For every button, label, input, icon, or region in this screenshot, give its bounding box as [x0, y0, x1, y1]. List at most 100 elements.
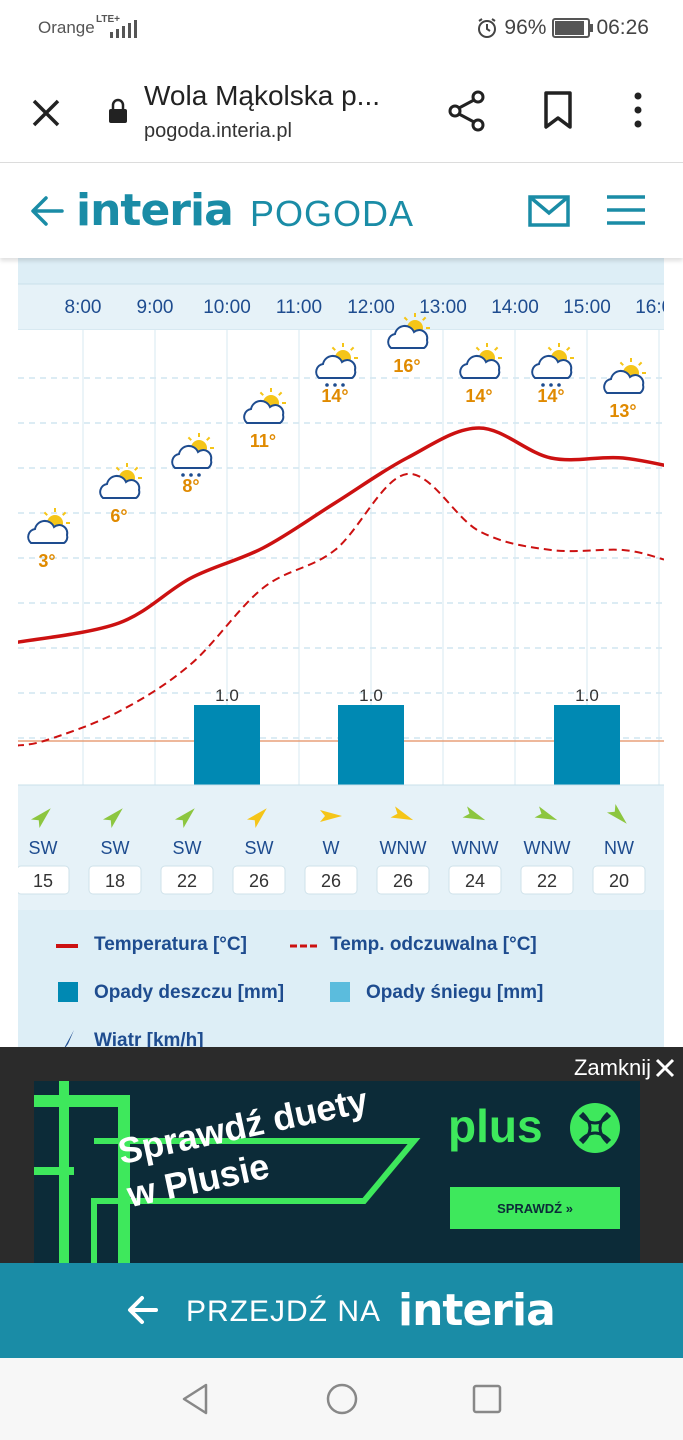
mail-icon[interactable] — [528, 195, 570, 227]
sun-ray — [62, 511, 67, 516]
battery-percent: 96% — [504, 16, 547, 39]
time-label: 9:00 — [137, 297, 174, 318]
cloud-shape — [99, 474, 141, 499]
temp-label: 14° — [465, 386, 492, 406]
wind-speed-box — [232, 865, 286, 895]
arrow-left-icon — [128, 1296, 158, 1324]
wind-arrow-icon — [246, 808, 267, 829]
precip-label: 1.0 — [359, 686, 383, 705]
time-label: 16:00 — [635, 297, 664, 318]
wind-direction: SW — [101, 838, 130, 858]
legend-wind: Wiatr [km/h] — [94, 1030, 204, 1051]
close-tab-icon[interactable] — [26, 93, 66, 133]
temp-label: 6° — [110, 506, 127, 526]
android-nav-bar — [0, 1358, 683, 1440]
wind-direction: SW — [245, 838, 274, 858]
ad-stripes-graphic — [34, 1081, 421, 1263]
wind-speed: 20 — [609, 871, 629, 891]
rain-drop — [541, 383, 545, 387]
snow-legend-swatch — [330, 982, 350, 1002]
nav-back-icon[interactable] — [180, 1382, 210, 1416]
rain-drop — [557, 383, 561, 387]
wind-direction: SW — [29, 838, 58, 858]
ad-banner[interactable]: Sprawdź duety w Plusie plus SPRAWDŹ » — [34, 1081, 640, 1263]
sun-cloud-icon — [27, 508, 70, 544]
cloud-shape — [243, 399, 285, 424]
page-title[interactable]: Wola Mąkolska p... — [144, 80, 381, 111]
rain-drop — [341, 383, 345, 387]
sun-cloud-icon — [459, 343, 502, 379]
status-bar: Orange LTE+ 96% 06:26 — [0, 0, 683, 58]
interia-bottom-logo: interia — [398, 1285, 556, 1336]
sun-ray — [638, 361, 643, 366]
temp-legend-swatch — [56, 944, 78, 948]
browser-toolbar: Wola Mąkolska p... pogoda.interia.pl — [0, 58, 683, 163]
battery-icon — [552, 18, 594, 38]
wind-direction: SW — [173, 838, 202, 858]
sun-ray — [403, 316, 408, 321]
go-to-label: PRZEJDŹ NA — [186, 1295, 382, 1328]
go-to-interia-bar[interactable]: PRZEJDŹ NA interia — [0, 1263, 683, 1358]
plus-logo-icon — [570, 1103, 620, 1153]
legend-temp: Temperatura [°C] — [94, 934, 247, 955]
wind-speed: 24 — [465, 871, 485, 891]
time-label: 10:00 — [203, 297, 251, 318]
temp-label: 11° — [250, 431, 276, 451]
chart-top-band — [18, 258, 664, 284]
site-header: interia POGODA — [0, 163, 683, 258]
sun-ray — [422, 316, 427, 321]
section-name: POGODA — [250, 193, 415, 234]
legend-feels: Temp. odczuwalna [°C] — [330, 934, 537, 955]
feels-like-line — [18, 472, 664, 747]
sun-ray — [115, 466, 120, 471]
page-url[interactable]: pogoda.interia.pl — [144, 120, 292, 142]
wind-arrow-icon — [534, 806, 558, 821]
lock-icon — [109, 98, 127, 123]
precip-bar — [194, 705, 260, 785]
rain-drop — [181, 473, 185, 477]
wind-speed-box — [160, 865, 214, 895]
share-icon[interactable] — [448, 90, 486, 132]
ad-close-label: Zamknij — [573, 1055, 651, 1080]
temp-label: 13° — [609, 401, 636, 421]
wind-direction: WNW — [524, 838, 571, 858]
hamburger-menu-icon[interactable] — [606, 193, 646, 227]
wind-speed: 26 — [249, 871, 269, 891]
wind-arrow-icon — [102, 808, 123, 829]
cloud-shape — [459, 354, 501, 379]
wind-speed: 15 — [33, 871, 53, 891]
precip-label: 1.0 — [215, 686, 239, 705]
temp-label: 14° — [537, 386, 564, 406]
nav-home-icon[interactable] — [325, 1382, 359, 1416]
cloud-shape — [531, 354, 573, 379]
interia-logo[interactable]: interia — [76, 185, 234, 236]
bookmark-icon[interactable] — [542, 90, 574, 130]
temp-label: 3° — [38, 551, 55, 571]
legend-rain: Opady deszczu [mm] — [94, 982, 285, 1003]
ad-overlay: Zamknij Sprawdź duety w Plusie plus SPRA… — [0, 1047, 683, 1263]
nav-recent-apps-icon[interactable] — [472, 1384, 502, 1414]
rain-drop — [197, 473, 201, 477]
sun-ray — [547, 346, 552, 351]
sun-ray — [566, 346, 571, 351]
wind-direction: NW — [604, 838, 634, 858]
sun-ray — [43, 511, 48, 516]
back-arrow-icon[interactable] — [28, 193, 66, 229]
sun-ray — [475, 346, 480, 351]
wind-arrow-icon — [30, 808, 51, 829]
carrier-label: Orange — [38, 18, 95, 37]
cloud-shape — [603, 369, 645, 394]
chart-legend: Temperatura [°C] Temp. odczuwalna [°C] O… — [18, 910, 664, 1052]
rain-legend-swatch — [58, 982, 78, 1002]
weather-chart-svg: 8:00 9:00 10:00 11:00 12:00 13:00 14:00 15:00 16… — [18, 258, 664, 910]
wind-speed-box — [304, 865, 358, 895]
wind-legend-icon — [62, 1030, 74, 1052]
wind-arrow-icon — [462, 806, 486, 821]
more-options-icon[interactable] — [628, 90, 648, 130]
sun-ray — [259, 391, 264, 396]
sun-cloud-icon — [603, 358, 646, 394]
wind-speed: 26 — [393, 871, 413, 891]
sun-rain-icon — [531, 343, 574, 387]
ad-close-button[interactable]: Zamknij — [574, 1055, 675, 1081]
ad-cta-button[interactable]: SPRAWDŹ » — [450, 1187, 620, 1229]
